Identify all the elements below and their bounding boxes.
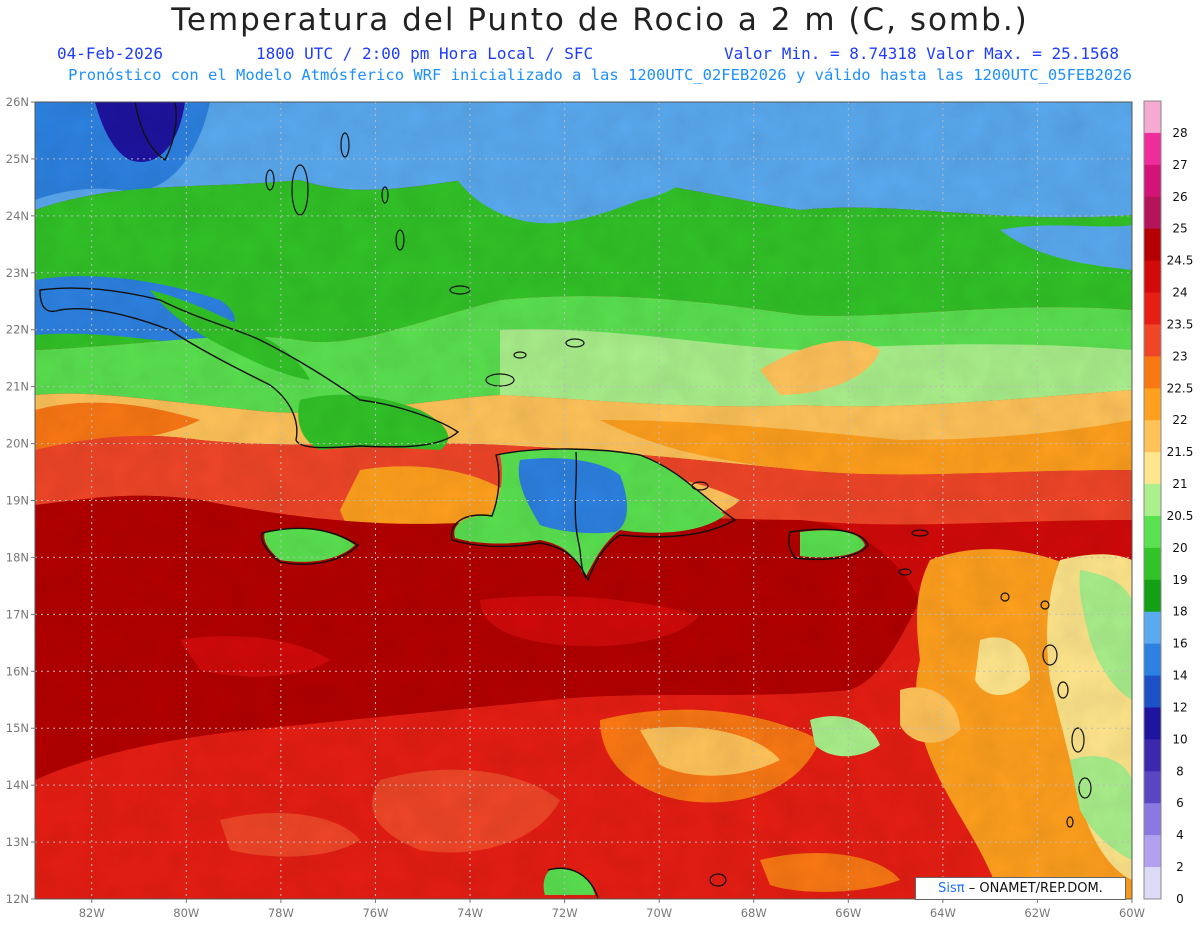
legend-swatch [1144,132,1161,166]
legend-swatch [1144,324,1161,357]
lat-label: 22N [6,323,29,337]
legend-border [1143,100,1162,900]
lon-label: 74W [457,906,483,920]
legend-label: 28 [1172,126,1187,140]
legend-swatch [1144,835,1161,868]
legend-label: 8 [1176,764,1184,778]
map-gridlines [35,102,1132,899]
lon-label: 82W [79,906,105,920]
forecast-time: 1800 UTC / 2:00 pm Hora Local / SFC [256,44,594,63]
legend-swatch [1144,452,1161,485]
legend-label: 2 [1176,860,1184,874]
lon-label: 80W [173,906,199,920]
legend-swatch [1144,611,1161,645]
legend-label: 25 [1172,222,1187,236]
lon-label: 70W [646,906,672,920]
lat-label: 17N [6,607,29,621]
legend-label: 14 [1172,669,1187,683]
legend-swatch [1144,260,1161,294]
min-max-values: Valor Min. = 8.74318 Valor Max. = 25.156… [724,44,1119,63]
lon-label: 60W [1119,906,1145,920]
lon-label: 78W [268,906,294,920]
legend-swatch [1144,515,1161,549]
legend-swatch [1144,101,1161,134]
lat-label: 23N [6,266,29,280]
lon-label: 68W [741,906,767,920]
legend-label: 16 [1172,637,1187,651]
legend-swatch [1144,388,1161,421]
legend-label: 20 [1172,541,1187,555]
legend-swatch [1144,547,1161,581]
lat-label: 16N [6,664,29,678]
lat-label: 18N [6,550,29,564]
legend-label: 20.5 [1167,509,1194,523]
legend-swatch [1144,292,1161,325]
legend-swatch [1144,707,1161,740]
legend-swatch [1144,803,1161,836]
lon-label: 72W [552,906,578,920]
legend-label: 10 [1172,732,1187,746]
legend-label: 24 [1172,286,1187,300]
legend-label: 23.5 [1167,317,1194,331]
legend-label: 18 [1172,605,1187,619]
lat-label: 12N [6,892,29,906]
map-title: Temperatura del Punto de Rocio a 2 m (C,… [171,2,1029,38]
color-legend: 2827262524.52423.52322.52221.52120.52019… [1143,100,1194,906]
legend-swatch [1144,196,1161,230]
legend-label: 19 [1172,573,1187,587]
model-description: Pronóstico con el Modelo Atmósferico WRF… [68,66,1132,84]
legend-label: 4 [1176,828,1184,842]
credit-box: Sisπ – ONAMET/REP.DOM. [915,877,1126,900]
legend-swatch [1144,867,1161,900]
legend-swatch [1144,356,1161,389]
small-islands [265,132,1092,887]
legend-label: 12 [1172,700,1187,714]
legend-swatch [1144,228,1161,262]
lat-label: 26N [6,95,29,109]
latitude-labels: 26N 25N 24N 23N 22N 21N 20N 19N 18N 17N 16N 15N 14N 1… [6,95,35,906]
legend-label: 21.5 [1167,445,1194,459]
coastlines [39,102,869,899]
legend-swatch [1144,771,1161,804]
lon-label: 62W [1024,906,1050,920]
lon-label: 76W [362,906,388,920]
legend-label: 21 [1172,477,1187,491]
sis-logo-text: Sisπ [938,881,965,896]
forecast-date: 04-Feb-2026 [57,44,163,63]
lon-label: 64W [930,906,956,920]
legend-label: 22 [1172,413,1187,427]
legend-swatch [1144,579,1161,613]
legend-swatch [1144,420,1161,453]
legend-label: 24.5 [1167,254,1194,268]
legend-swatch [1144,675,1161,708]
legend-swatch [1144,643,1161,677]
legend-label: 0 [1176,892,1184,906]
lat-label: 14N [6,778,29,792]
lat-label: 15N [6,721,29,735]
lat-label: 13N [6,835,29,849]
lat-label: 25N [6,152,29,166]
longitude-labels: 82W 80W 78W 76W 74W 72W 70W 68W 66W 64W 62W 60W [79,899,1145,920]
legend-label: 26 [1172,190,1187,204]
lon-label: 66W [835,906,861,920]
legend-swatch [1144,739,1161,772]
credit-text: – ONAMET/REP.DOM. [968,881,1103,896]
lat-label: 20N [6,437,29,451]
lat-label: 19N [6,494,29,508]
legend-swatch [1144,164,1161,198]
dewpoint-field [35,102,1132,899]
legend-label: 27 [1172,158,1187,172]
legend-label: 6 [1176,796,1184,810]
legend-label: 22.5 [1167,381,1194,395]
lat-label: 24N [6,209,29,223]
legend-swatch [1144,484,1161,517]
legend-label: 23 [1172,349,1187,363]
lat-label: 21N [6,380,29,394]
